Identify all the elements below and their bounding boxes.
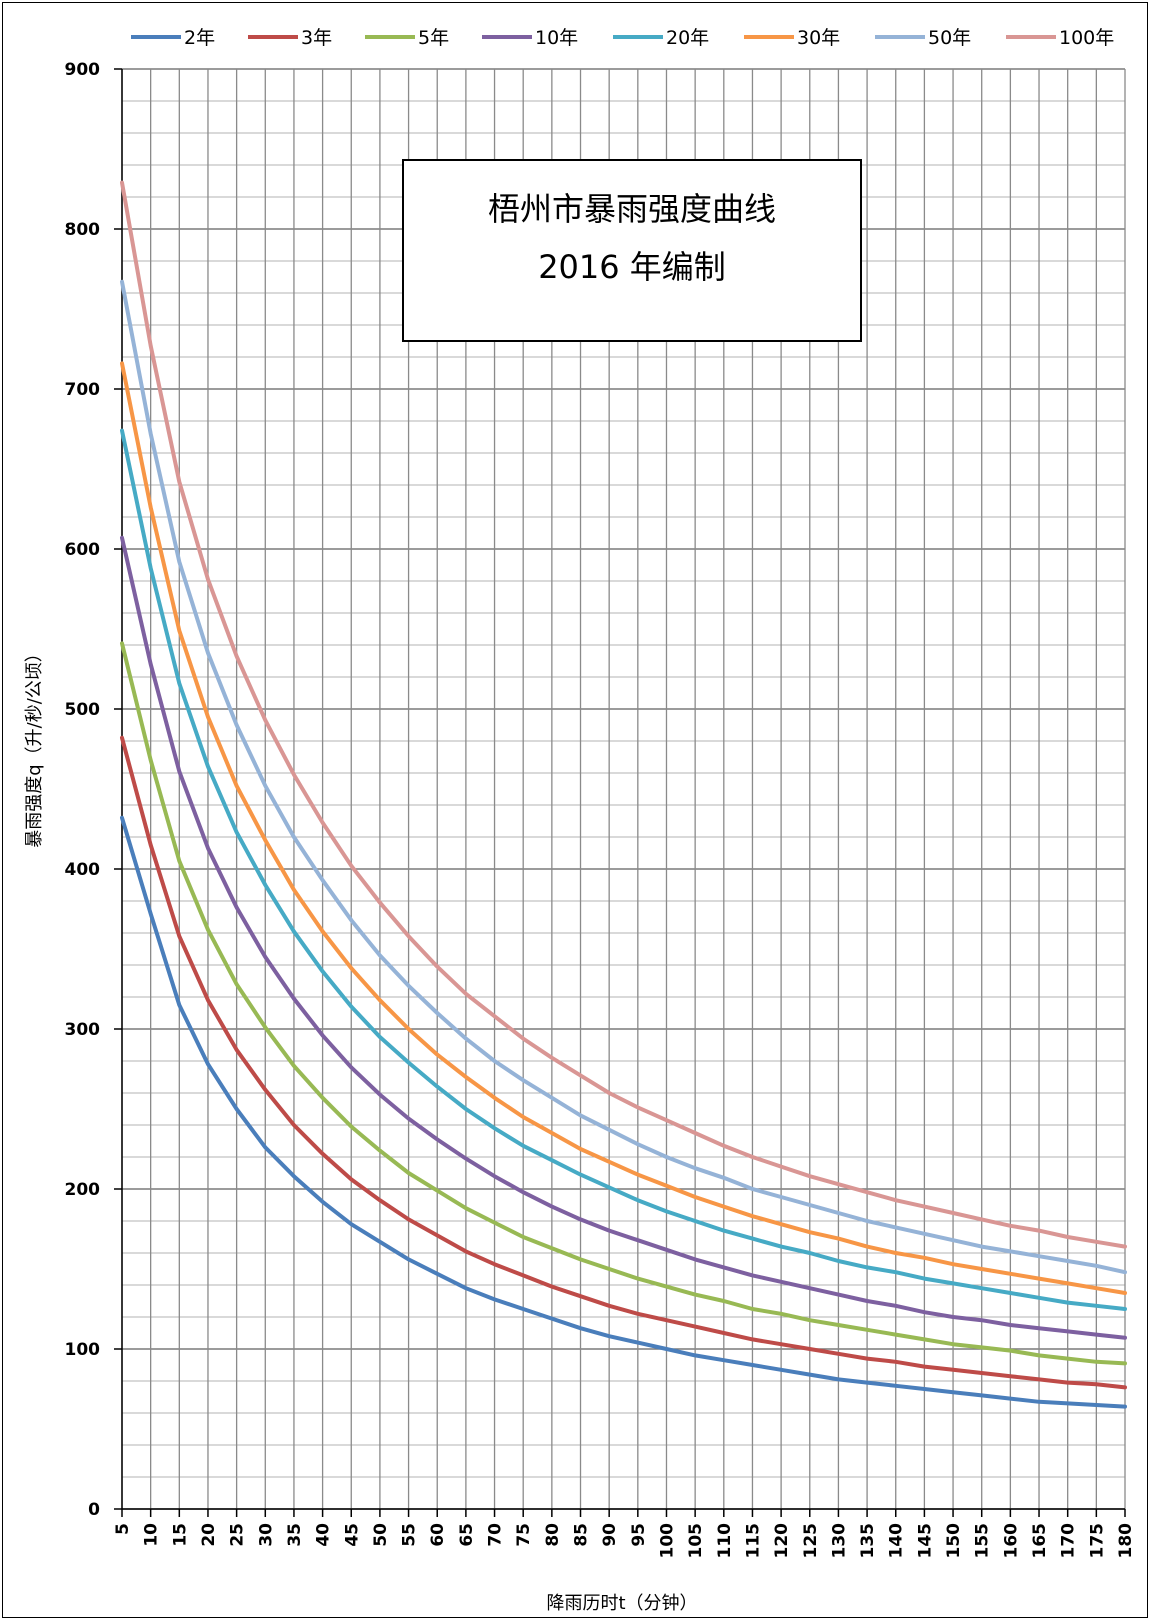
legend-label-2: 3年 bbox=[301, 27, 332, 49]
chart-subtitle: 2016 年编制 bbox=[538, 248, 726, 286]
legend-label-5: 20年 bbox=[666, 27, 709, 49]
y-axis-tick-labels: 0 100 200 300 400 500 600 700 800 900 bbox=[65, 60, 101, 1520]
x-tick-label: 60 bbox=[428, 1523, 448, 1547]
x-tick-label: 175 bbox=[1087, 1523, 1107, 1559]
x-tick-label: 180 bbox=[1116, 1523, 1136, 1559]
y-tick-label: 500 bbox=[65, 700, 101, 720]
series-line-7 bbox=[120, 279, 1127, 1275]
chart-title: 梧州市暴雨强度曲线 bbox=[487, 190, 776, 228]
y-tick-label: 400 bbox=[65, 860, 101, 880]
x-tick-label: 20 bbox=[199, 1523, 219, 1547]
legend-label-7: 50年 bbox=[928, 27, 971, 49]
y-tick-label: 0 bbox=[88, 1500, 100, 1520]
x-tick-label: 65 bbox=[457, 1523, 477, 1547]
legend-label-1: 2年 bbox=[184, 27, 215, 49]
chart-title-box: 梧州市暴雨强度曲线 2016 年编制 bbox=[402, 159, 862, 342]
x-tick-label: 105 bbox=[686, 1523, 706, 1559]
x-tick-label: 135 bbox=[858, 1523, 878, 1559]
x-tick-label: 110 bbox=[715, 1523, 735, 1559]
legend-label-4: 10年 bbox=[535, 27, 578, 49]
x-tick-label: 125 bbox=[801, 1523, 821, 1559]
y-tick-label: 600 bbox=[65, 540, 101, 560]
y-tick-label: 200 bbox=[65, 1180, 101, 1200]
x-tick-label: 100 bbox=[657, 1523, 677, 1559]
x-tick-label: 30 bbox=[256, 1523, 276, 1547]
series-line-5 bbox=[120, 428, 1127, 1311]
series-line-4 bbox=[120, 535, 1127, 1340]
series-line-6 bbox=[120, 361, 1127, 1295]
legend-label-8: 100年 bbox=[1059, 27, 1114, 49]
y-tick-label: 100 bbox=[65, 1340, 101, 1360]
series-line-1 bbox=[120, 815, 1127, 1409]
legend-label-3: 5年 bbox=[418, 27, 449, 49]
y-tick-label: 700 bbox=[65, 380, 101, 400]
x-tick-label: 5 bbox=[113, 1523, 133, 1535]
x-tick-label: 50 bbox=[371, 1523, 391, 1547]
y-tick-label: 300 bbox=[65, 1020, 101, 1040]
x-tick-label: 155 bbox=[973, 1523, 993, 1559]
x-tick-label: 15 bbox=[170, 1523, 190, 1547]
x-tick-label: 70 bbox=[486, 1523, 506, 1547]
x-tick-label: 40 bbox=[314, 1523, 334, 1547]
y-axis-title: 暴雨强度q（升/秒/公顷） bbox=[24, 644, 45, 848]
x-tick-label: 85 bbox=[572, 1523, 592, 1547]
x-tick-label: 90 bbox=[600, 1523, 620, 1547]
series-line-3 bbox=[120, 641, 1127, 1366]
x-tick-label: 150 bbox=[944, 1523, 964, 1559]
x-tick-label: 35 bbox=[285, 1523, 305, 1547]
x-tick-label: 140 bbox=[887, 1523, 907, 1559]
series-line-8 bbox=[120, 180, 1127, 1249]
x-tick-label: 130 bbox=[829, 1523, 849, 1559]
x-tick-label: 165 bbox=[1030, 1523, 1050, 1559]
legend-label-6: 30年 bbox=[797, 27, 840, 49]
y-tick-label: 900 bbox=[65, 60, 101, 80]
legend: 2年 3年 5年 10年 20年 30年 50年 100年 bbox=[131, 27, 1114, 49]
x-tick-label: 160 bbox=[1001, 1523, 1021, 1559]
x-tick-label: 25 bbox=[228, 1523, 248, 1547]
x-axis-tick-labels: 5 10 15 20 25 30 35 40 45 50 55 60 65 70 75 80 85 90 95 100… bbox=[113, 1523, 1136, 1559]
x-tick-label: 95 bbox=[629, 1523, 649, 1547]
x-tick-label: 55 bbox=[400, 1523, 420, 1547]
x-tick-label: 170 bbox=[1059, 1523, 1079, 1559]
x-tick-label: 10 bbox=[142, 1523, 162, 1547]
x-tick-label: 80 bbox=[543, 1523, 563, 1547]
x-tick-label: 75 bbox=[514, 1523, 534, 1547]
x-tick-label: 145 bbox=[915, 1523, 935, 1559]
series-line-2 bbox=[120, 735, 1127, 1390]
y-tick-label: 800 bbox=[65, 220, 101, 240]
x-axis-title: 降雨历时t（分钟） bbox=[546, 1593, 697, 1614]
x-tick-label: 45 bbox=[342, 1523, 362, 1547]
x-tick-label: 115 bbox=[743, 1523, 763, 1559]
x-tick-label: 120 bbox=[772, 1523, 792, 1559]
series-lines bbox=[120, 180, 1127, 1409]
axes bbox=[114, 68, 1126, 1517]
